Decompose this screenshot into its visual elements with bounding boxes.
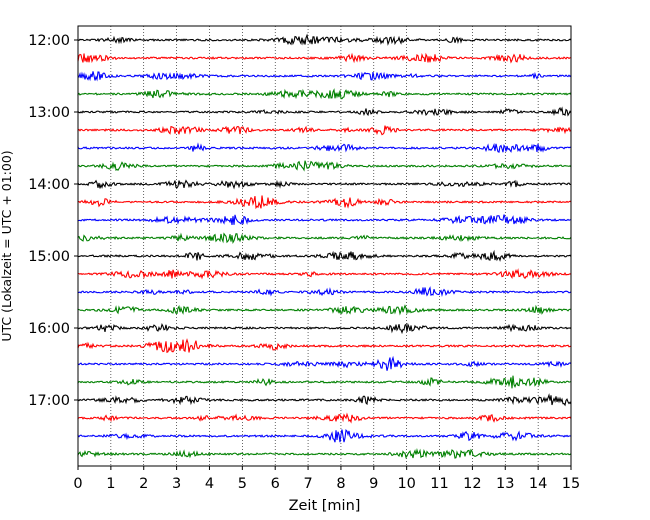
trace-line bbox=[77, 448, 572, 459]
x-axis-label: Zeit [min] bbox=[289, 498, 361, 514]
x-tick-label: 9 bbox=[369, 476, 378, 492]
trace-line bbox=[77, 429, 572, 443]
x-tick-label: 7 bbox=[303, 476, 312, 492]
plot-frame bbox=[77, 25, 572, 467]
trace-line bbox=[77, 412, 572, 424]
trace-line bbox=[77, 71, 572, 82]
y-tick-label: 12:00 bbox=[28, 33, 70, 49]
y-axis-label: UTC (Lokalzeit = UTC + 01:00) bbox=[0, 150, 14, 341]
x-tick-label: 5 bbox=[238, 476, 247, 492]
y-tick-label: 15:00 bbox=[28, 249, 70, 265]
plot-background bbox=[78, 26, 571, 466]
y-tick-label: 16:00 bbox=[28, 321, 70, 337]
x-tick-label: 1 bbox=[106, 476, 115, 492]
trace-line bbox=[77, 232, 572, 244]
y-tick-label: 13:00 bbox=[28, 105, 70, 121]
trace-line bbox=[77, 286, 572, 297]
trace-line bbox=[77, 88, 572, 100]
x-tick-label: 6 bbox=[271, 476, 280, 492]
trace-line bbox=[77, 125, 572, 136]
x-tick-label: 14 bbox=[529, 476, 547, 492]
trace-line bbox=[77, 160, 572, 172]
x-tick-label: 2 bbox=[139, 476, 148, 492]
x-tick-label: 3 bbox=[172, 476, 181, 492]
trace-line bbox=[77, 322, 572, 335]
y-tick-label: 17:00 bbox=[28, 393, 70, 409]
x-axis-ticks: 0 1 2 3 4 5 6 7 8 9 10 11 12 13 14 15 bbox=[73, 466, 580, 492]
trace-line bbox=[77, 179, 572, 190]
x-tick-label: 11 bbox=[430, 476, 448, 492]
x-tick-label: 0 bbox=[73, 476, 82, 492]
trace-line bbox=[77, 355, 572, 371]
trace-line bbox=[77, 33, 572, 46]
trace-line bbox=[77, 52, 572, 64]
trace-line bbox=[77, 338, 572, 354]
trace-line bbox=[77, 142, 572, 153]
x-tick-label: 4 bbox=[205, 476, 214, 492]
x-tick-label: 12 bbox=[463, 476, 481, 492]
trace-line bbox=[77, 304, 572, 316]
x-tick-label: 15 bbox=[562, 476, 580, 492]
seismogram-traces bbox=[77, 33, 572, 459]
x-tick-label: 10 bbox=[397, 476, 415, 492]
trace-line bbox=[77, 195, 572, 210]
y-axis-ticks: 12:00 13:00 14:00 15:00 16:00 17:00 bbox=[28, 33, 78, 409]
trace-line bbox=[77, 214, 572, 225]
vertical-grid bbox=[110, 26, 539, 466]
trace-line bbox=[77, 393, 572, 407]
trace-line bbox=[77, 106, 572, 117]
trace-line bbox=[77, 268, 572, 280]
x-tick-label: 8 bbox=[336, 476, 345, 492]
x-tick-label: 13 bbox=[496, 476, 514, 492]
trace-line bbox=[77, 249, 572, 262]
y-tick-label: 14:00 bbox=[28, 177, 70, 193]
trace-line bbox=[77, 375, 572, 389]
